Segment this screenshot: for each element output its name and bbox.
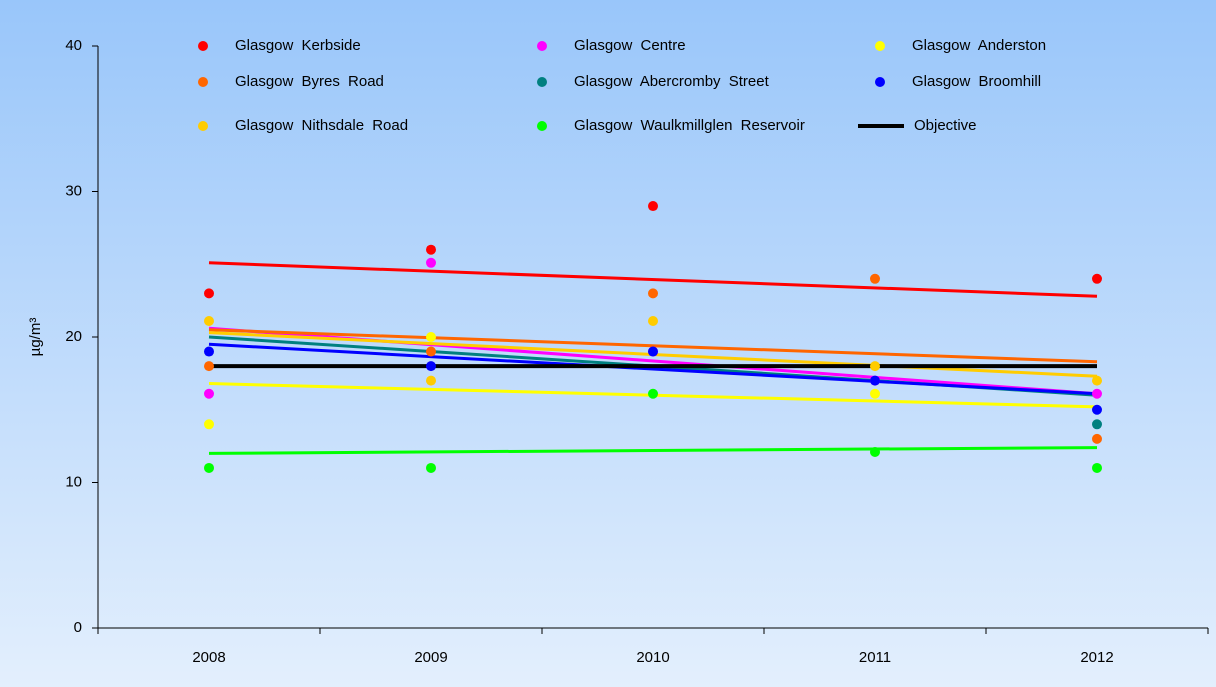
data-point [204,462,214,473]
data-point [870,446,880,457]
data-point [204,288,214,299]
data-point [426,332,436,342]
data-point [426,346,436,357]
trend-line [208,261,1098,298]
y-tick-label: 10 [65,473,82,490]
data-point [870,388,880,399]
data-point [1092,419,1102,430]
data-point [1092,375,1102,386]
legend-marker [875,41,885,51]
data-point [204,361,214,372]
data-point [426,462,436,473]
legend-marker [198,41,208,51]
data-point [648,346,658,357]
data-point [870,361,880,372]
legend-label: Glasgow Broomhill [912,73,1041,90]
legend-label: Glasgow Anderston [912,37,1046,54]
x-tick-label: 2008 [192,649,225,666]
y-tick-label: 30 [65,182,82,199]
legend-label: Objective [914,117,977,134]
legend-marker [537,77,547,87]
legend-label: Glasgow Byres Road [235,73,384,90]
data-point [870,273,880,284]
data-point [1092,404,1102,415]
y-axis-label: µg/m³ [27,318,44,357]
data-point [426,375,436,386]
legend-label: Glasgow Kerbside [235,37,361,54]
data-point [204,419,214,430]
x-tick-label: 2009 [414,649,447,666]
x-tick-label: 2011 [859,649,891,666]
legend-label: Glasgow Nithsdale Road [235,117,408,134]
data-point [204,346,214,357]
data-point [204,388,214,399]
legend-marker [875,77,885,87]
data-point [204,315,214,326]
data-point [426,244,436,255]
legend-marker [198,121,208,131]
legend-marker [537,41,547,51]
y-tick-label: 40 [65,37,82,54]
legend-marker [198,77,208,87]
data-point [1092,273,1102,284]
data-point [648,388,658,399]
data-point [1092,388,1102,399]
trend-line [208,446,1098,455]
trend-line [208,328,1098,364]
y-tick-label: 20 [65,328,82,345]
y-tick-label: 0 [74,619,82,636]
legend-label: Glasgow Waulkmillglen Reservoir [574,117,805,134]
trend-line [208,342,1098,396]
data-point [426,361,436,372]
data-point [1092,433,1102,444]
data-point [648,288,658,299]
legend-label: Glasgow Centre [574,37,686,54]
data-point [648,201,658,212]
data-point [426,257,436,268]
data-point [648,315,658,326]
x-tick-label: 2012 [1080,649,1113,666]
legend-marker [537,121,547,131]
legend-label: Glasgow Abercromby Street [574,73,770,90]
x-tick-label: 2010 [636,649,669,666]
data-point [870,375,880,386]
data-point [1092,462,1102,473]
